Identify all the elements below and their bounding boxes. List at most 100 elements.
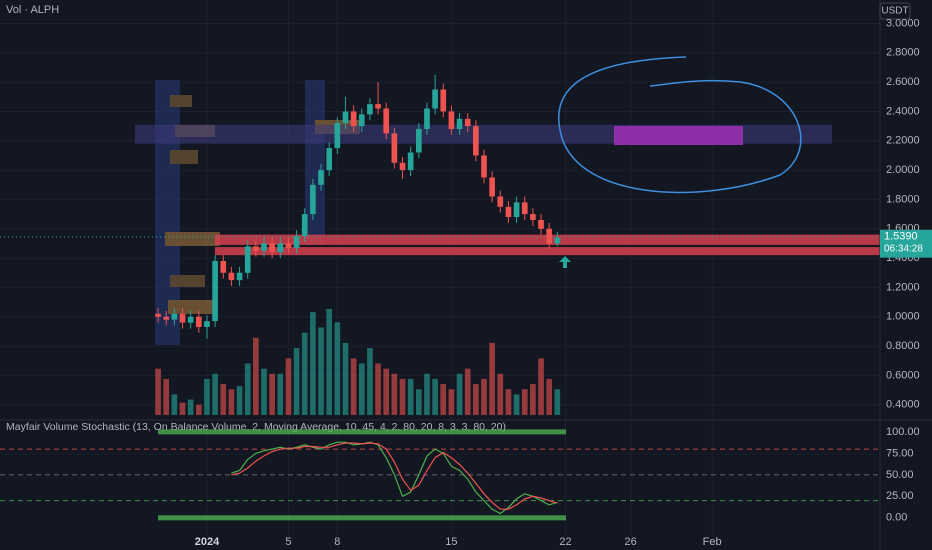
volume-bar [179, 402, 186, 415]
last-price-label: 1.5390 [884, 231, 918, 243]
candle-body [350, 111, 357, 127]
symbol-label: Vol · ALPH [6, 4, 59, 16]
volume-bar [546, 378, 553, 415]
volume-bar [464, 368, 471, 415]
volume-bar [261, 368, 267, 415]
volume-bar [358, 363, 365, 415]
volume-bar [301, 332, 308, 415]
candle-body [440, 89, 447, 112]
volume-bar [513, 394, 520, 415]
candle-body [432, 89, 438, 109]
y-tick-label: 2.2000 [886, 135, 920, 147]
volume-bar [497, 373, 504, 415]
volume-bar [220, 384, 227, 415]
volume-bar [407, 378, 414, 415]
candle-body [171, 313, 178, 320]
volume-bar [424, 373, 430, 415]
candle-body [481, 155, 487, 178]
volume-bar [367, 348, 373, 415]
volume-bar [538, 358, 544, 415]
candle-body [505, 206, 512, 218]
drawn-rectangle [614, 126, 743, 145]
candle-body [220, 261, 227, 273]
candle-body [546, 228, 553, 244]
candle-body [399, 162, 406, 171]
volume-bar [521, 389, 528, 415]
drawn-ellipse [558, 56, 802, 194]
candle-body [456, 118, 463, 130]
y-tick-label: 3.0000 [886, 17, 920, 29]
y-tick-label: 50.00 [886, 469, 914, 481]
last-price-box [880, 229, 932, 258]
candle-body [277, 243, 284, 253]
volume-bar [155, 368, 161, 415]
volume-bar [212, 373, 218, 415]
candle-body [464, 118, 471, 127]
volume-bar [293, 348, 300, 415]
candle-body [195, 316, 202, 328]
y-tick-label: 2.4000 [886, 105, 920, 117]
candle-body [163, 316, 170, 320]
candle-body [383, 108, 390, 134]
candle-body [301, 214, 308, 237]
volume-bar [236, 386, 243, 415]
y-tick-label: 0.8000 [886, 340, 920, 352]
candle-body [293, 236, 300, 248]
candle-body [513, 202, 520, 218]
candle-body [358, 114, 365, 127]
x-tick-label: 22 [559, 536, 571, 548]
candle-body [212, 261, 218, 322]
candle-body [310, 184, 316, 215]
volume-bar [399, 378, 406, 415]
y-tick-label: 2.8000 [886, 47, 920, 59]
volume-bar [432, 378, 438, 415]
candle-body [318, 170, 324, 185]
volume-bar [456, 373, 463, 415]
candle-body [342, 111, 349, 124]
x-tick-label: 2024 [195, 536, 220, 548]
candle-body [375, 104, 381, 109]
volume-bar [440, 384, 447, 415]
y-tick-label: 75.00 [886, 447, 914, 459]
candle-body [448, 111, 455, 130]
candle-body [391, 133, 398, 163]
volume-bar [391, 373, 398, 415]
candle-body [367, 104, 373, 115]
volume-bar [415, 389, 422, 415]
candle-body [489, 177, 495, 197]
candle-body [285, 243, 292, 248]
candle-body [228, 272, 235, 281]
volume-bar [326, 308, 333, 415]
y-tick-label: 0.6000 [886, 369, 920, 381]
y-tick-label: 1.2000 [886, 281, 920, 293]
candle-body [521, 202, 528, 215]
currency-box [879, 2, 911, 20]
volume-bar [171, 394, 178, 415]
y-tick-label: 2.6000 [886, 76, 920, 88]
volume-bar [228, 389, 235, 415]
volume-bar [505, 389, 512, 415]
volume-bar [318, 327, 324, 415]
level-band [158, 429, 566, 435]
volume-bar [253, 337, 259, 415]
y-tick-label: 25.00 [886, 490, 914, 502]
y-tick-label: 1.8000 [886, 193, 920, 205]
volume-bar [269, 373, 275, 415]
level-band [158, 515, 566, 521]
candle-body [204, 321, 210, 328]
volume-bar [375, 363, 381, 415]
x-tick-label: Feb [703, 536, 722, 548]
volume-bar [554, 389, 561, 415]
volume-bar [244, 363, 251, 415]
candle-body [253, 246, 259, 251]
y-tick-label: 100.00 [886, 426, 920, 438]
candle-body [473, 126, 479, 156]
volume-bar [342, 342, 349, 415]
x-tick-label: 5 [285, 536, 291, 548]
candle-body [530, 214, 536, 220]
candle-body [407, 152, 414, 171]
zone [215, 247, 880, 256]
volume-bar [383, 368, 390, 415]
volume-bar [473, 384, 479, 415]
